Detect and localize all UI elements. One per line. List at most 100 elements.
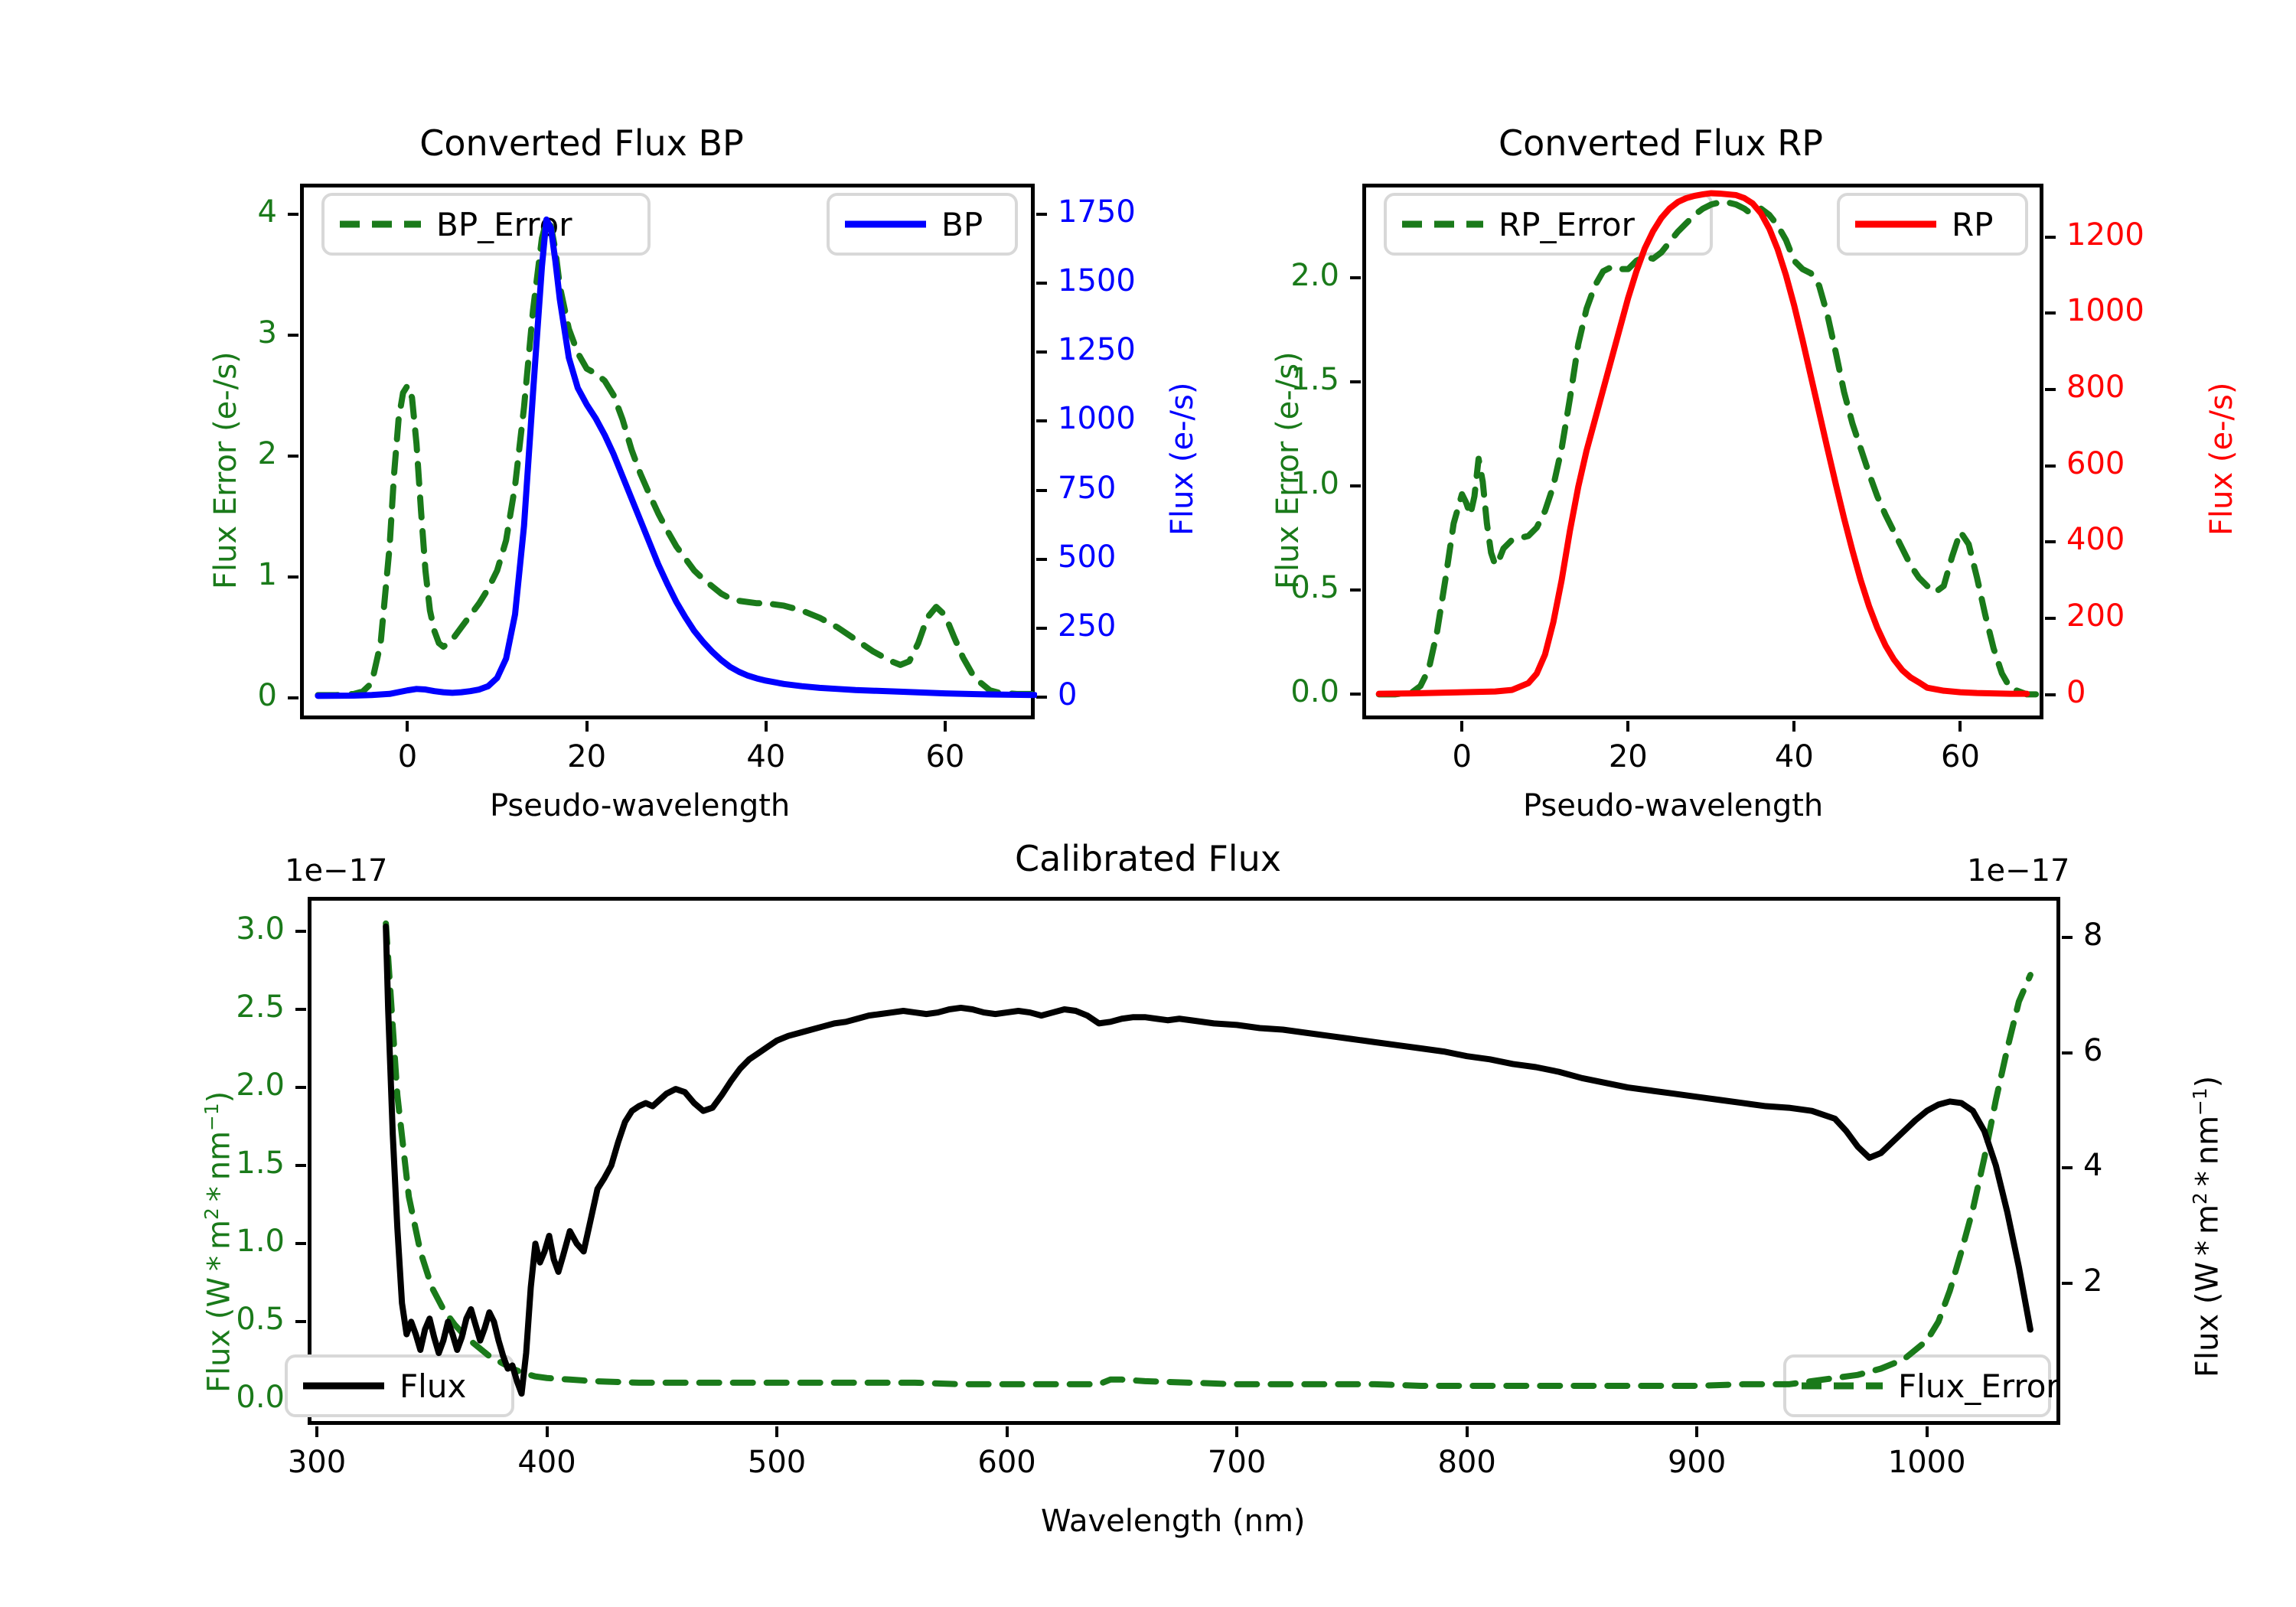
panel-cal-legend-flux[interactable]: Flux [285,1354,514,1417]
axis-tick-label: 8 [2083,917,2103,953]
axis-tick-label: 400 [517,1445,576,1480]
tick-mark [545,1426,549,1437]
panel-bp-legend-error[interactable]: BP_Error [321,193,651,256]
panel-bp-xlabel: Pseudo-wavelength [490,788,791,823]
axis-tick-label: 1.0 [236,1224,285,1260]
tick-mark [2045,540,2056,544]
axis-tick-label: 2.5 [236,989,285,1025]
tick-mark [295,1320,306,1324]
panel-cal-plot-area [308,897,2060,1425]
tick-mark [1350,588,1361,592]
axis-tick-label: 500 [1058,539,1117,575]
tick-mark [1036,281,1047,285]
axis-tick-label: 0.0 [236,1380,285,1416]
tick-mark [2045,616,2056,620]
axis-tick-label: 0 [397,739,418,774]
tick-mark [315,1426,319,1437]
tick-mark [1350,275,1361,279]
axis-tick-label: 2 [2083,1263,2103,1299]
axis-tick-label: 2 [257,435,277,471]
tick-mark [2062,1166,2073,1170]
tick-mark [1350,484,1361,487]
tick-mark [406,721,409,732]
axis-tick-label: 1500 [1058,262,1136,298]
tick-mark [1036,350,1047,354]
panel-rp-title: Converted Flux RP [1499,122,1823,164]
axis-tick-label: 1250 [1058,332,1136,368]
tick-mark [288,696,298,699]
rp-legend-line [1854,220,1938,228]
flux-error-legend-line [1800,1382,1884,1390]
tick-mark [1235,1426,1239,1437]
panel-rp-legend-flux[interactable]: RP [1837,193,2028,256]
axis-tick-label: 900 [1667,1445,1727,1480]
panel-rp-xlabel: Pseudo-wavelength [1523,788,1824,823]
axis-tick-label: 0 [1058,677,1078,713]
axis-tick-label: 20 [567,739,607,774]
axis-tick-label: 0.5 [236,1302,285,1338]
tick-mark [2062,935,2073,939]
axis-tick-label: 750 [1058,470,1117,506]
axis-tick-label: 1000 [1058,401,1136,437]
axis-tick-label: 60 [925,739,965,774]
axis-tick-label: 0 [1452,739,1472,774]
axis-tick-label: 1 [257,556,277,592]
axis-tick-label: 600 [2066,445,2125,481]
panel-cal-legend-error[interactable]: Flux_Error [1783,1354,2060,1417]
tick-mark [1350,380,1361,383]
tick-mark [295,1242,306,1246]
axis-tick-label: 250 [1058,608,1117,644]
flux-legend-line [302,1382,386,1390]
axis-tick-label: 0 [2066,674,2086,710]
tick-mark [2045,693,2056,696]
axis-tick-label: 40 [1774,739,1814,774]
tick-mark [1460,721,1464,732]
tick-mark [2045,464,2056,468]
tick-mark [2062,1051,2073,1054]
tick-mark [1036,557,1047,561]
axis-tick-label: 6 [2083,1032,2103,1068]
tick-mark [2062,1282,2073,1286]
axis-tick-label: 1.5 [1290,361,1339,397]
axis-tick-label: 1750 [1058,194,1136,230]
tick-mark [1036,419,1047,423]
panel-cal-xlabel: Wavelength (nm) [1041,1504,1306,1539]
rp-error-legend-line [1401,220,1485,228]
axis-tick-label: 600 [977,1445,1036,1480]
tick-mark [1350,693,1361,696]
tick-mark [288,575,298,579]
axis-tick-label: 3.0 [236,911,285,947]
panel-cal-title: Calibrated Flux [1015,838,1281,879]
tick-mark [1958,721,1962,732]
tick-mark [1792,721,1796,732]
tick-mark [1925,1426,1929,1437]
axis-tick-label: 1000 [1887,1445,1966,1480]
axis-tick-label: 2.0 [1290,257,1339,293]
axis-tick-label: 40 [746,739,786,774]
axis-tick-label: 700 [1207,1445,1267,1480]
axis-tick-label: 300 [287,1445,347,1480]
tick-mark [1036,212,1047,216]
panel-cal-exponent-right: 1e−17 [1967,853,2070,888]
tick-mark [288,454,298,458]
tick-mark [1626,721,1630,732]
axis-tick-label: 800 [1437,1445,1496,1480]
axis-tick-label: 1000 [2066,293,2144,329]
panel-bp-legend-flux[interactable]: BP [827,193,1018,256]
tick-mark [1695,1426,1699,1437]
tick-mark [1036,488,1047,492]
axis-tick-label: 400 [2066,522,2125,558]
bp-error-legend-line [338,220,422,228]
tick-mark [2045,311,2056,315]
tick-mark [943,721,947,732]
flux-legend-label: Flux [400,1367,467,1405]
axis-tick-label: 0 [257,677,277,713]
tick-mark [288,333,298,337]
tick-mark [1036,626,1047,630]
tick-mark [295,1007,306,1011]
axis-tick-label: 1200 [2066,217,2144,253]
